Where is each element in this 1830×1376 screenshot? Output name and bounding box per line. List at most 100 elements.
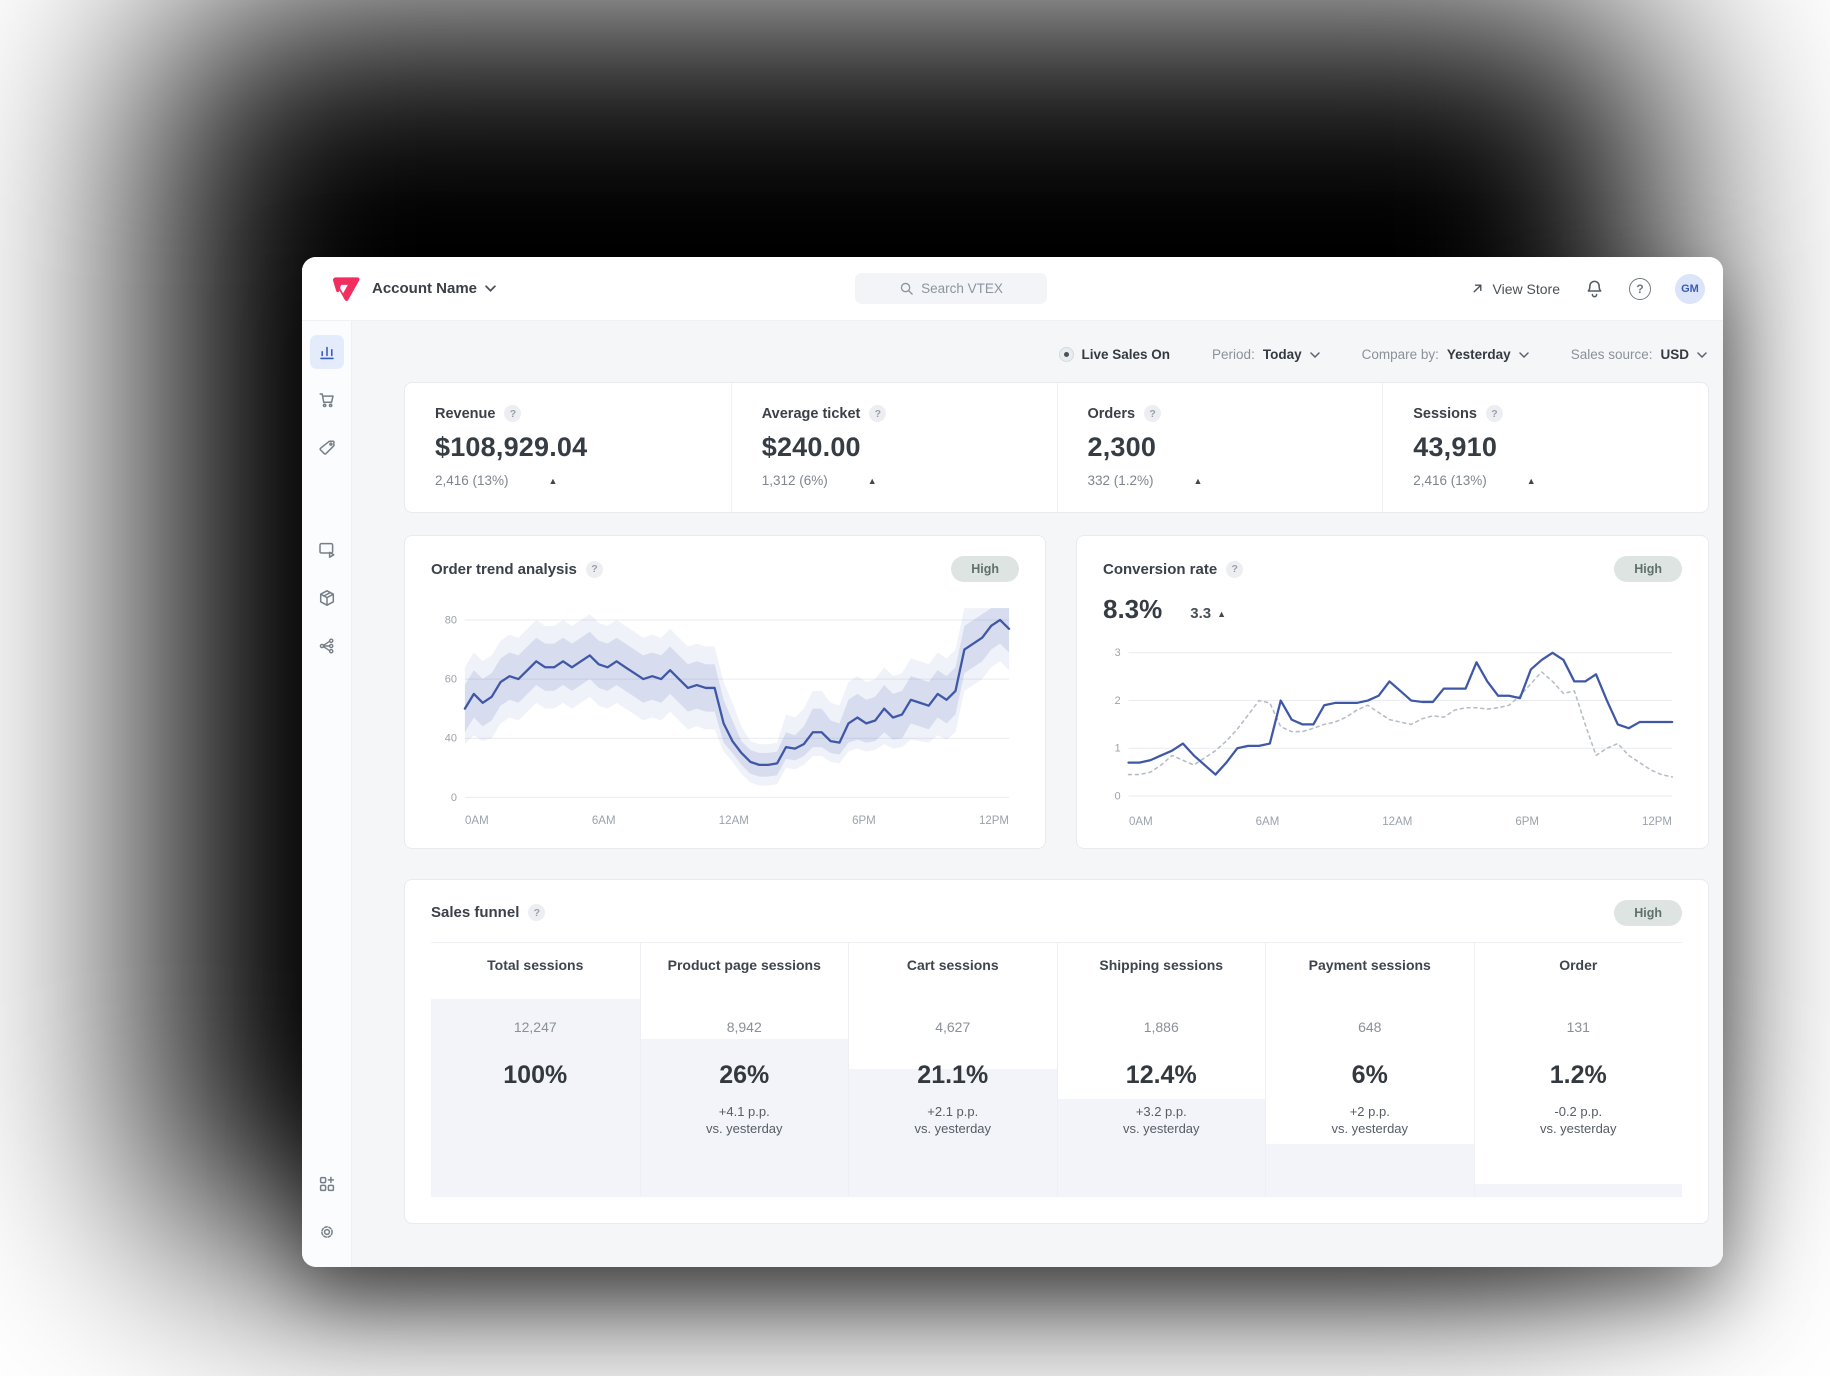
help-icon[interactable]: ? [1144, 405, 1162, 422]
help-icon[interactable]: ? [585, 560, 603, 578]
sidebar-item-integrations[interactable] [310, 629, 344, 663]
funnel-column-label: Order [1559, 956, 1598, 973]
sidebar-item-storefront[interactable] [310, 533, 344, 567]
order-trend-title: Order trend analysis [431, 560, 577, 578]
sales-funnel-card: Sales funnel ? High Total sessions 12,24… [404, 878, 1709, 1224]
dashboard-content: Live Sales On Period: Today Compare by: … [352, 321, 1723, 1267]
x-axis-label: 12PM [1641, 815, 1672, 828]
user-avatar[interactable]: GM [1675, 273, 1705, 304]
sidebar-item-orders[interactable] [310, 383, 344, 417]
kpi-value: 2,300 [1087, 432, 1157, 462]
topbar-actions: View Store ? GM [1470, 273, 1705, 304]
funnel-percent: 12.4% [1125, 1060, 1197, 1089]
up-triangle-icon: ▲ [1526, 475, 1536, 486]
funnel-column-1: Total sessions 12,247 100% [431, 943, 640, 1197]
funnel-column-4: Shipping sessions 1,886 12.4% +3.2 p.p. … [1056, 942, 1265, 1197]
sidebar [302, 321, 352, 1267]
account-switcher[interactable]: Account Name [372, 280, 496, 297]
funnel-column-6: Order 131 1.2% -0.2 p.p. vs. yesterday [1473, 942, 1682, 1197]
kpi-revenue: Revenue? $108,929.04 2,416 (13%) ▲ [405, 383, 731, 512]
funnel-step-shade [431, 998, 640, 1197]
status-badge-high: High [1614, 556, 1682, 582]
kpi-label: Revenue [435, 405, 496, 422]
conversion-delta: 3.3 [1190, 605, 1212, 622]
kpi-delta: 1,312 (6%) [761, 473, 828, 488]
x-axis-label: 12PM [978, 815, 1009, 828]
search-input[interactable]: Search VTEX [855, 273, 1047, 304]
network-icon [319, 638, 333, 654]
sidebar-item-settings[interactable] [310, 1215, 344, 1249]
sidebar-item-analytics[interactable] [309, 335, 344, 369]
funnel-column-zone: 131 1.2% -0.2 p.p. vs. yesterday [1474, 999, 1682, 1197]
funnel-step-shade [1266, 1143, 1474, 1197]
x-axis-label: 0AM [1129, 815, 1153, 828]
status-badge-high: High [951, 556, 1019, 582]
svg-text:1: 1 [1115, 743, 1121, 755]
kpi-delta: 332 (1.2%) [1087, 473, 1154, 488]
sales-source-select[interactable]: Sales source: USD [1571, 347, 1707, 362]
funnel-sessions-count: 131 [1566, 1018, 1590, 1035]
bell-icon [1587, 280, 1602, 298]
funnel-column-label: Shipping sessions [1099, 956, 1224, 973]
funnel-column-zone: 1,886 12.4% +3.2 p.p. vs. yesterday [1057, 999, 1265, 1197]
kpi-value: 43,910 [1413, 432, 1498, 462]
chevron-down-icon [1309, 351, 1320, 358]
help-icon[interactable]: ? [1226, 560, 1244, 578]
svg-text:40: 40 [445, 733, 457, 745]
account-name: Account Name [372, 280, 478, 297]
funnel-column-label: Product page sessions [667, 956, 821, 973]
funnel-sessions-count: 8,942 [726, 1018, 762, 1035]
chevron-down-icon [1697, 351, 1707, 358]
order-trend-plot: 0 40 60 80 [445, 608, 1011, 804]
up-triangle-icon: ▲ [1193, 475, 1203, 486]
up-triangle-icon: ▲ [548, 475, 558, 486]
funnel-title: Sales funnel [431, 904, 520, 922]
notifications-button[interactable] [1584, 278, 1605, 299]
dashboard-toolbar: Live Sales On Period: Today Compare by: … [404, 321, 1709, 382]
kpi-label: Average ticket [761, 405, 861, 422]
help-button[interactable]: ? [1629, 277, 1651, 300]
kpi-label: Sessions [1413, 405, 1477, 422]
funnel-delta: +4.1 p.p. [718, 1103, 770, 1119]
funnel-sessions-count: 1,886 [1143, 1018, 1179, 1035]
source-value: USD [1660, 347, 1689, 362]
help-icon[interactable]: ? [1485, 405, 1503, 422]
x-axis-label: 6PM [1515, 815, 1539, 828]
package-icon [319, 590, 334, 606]
funnel-column-label: Cart sessions [906, 956, 999, 973]
funnel-step-shade [640, 1038, 848, 1197]
vtex-admin-window: Account Name Search VTEX View Store ? [302, 257, 1723, 1267]
funnel-step-shade [1057, 1098, 1265, 1197]
chevron-down-icon [1518, 351, 1529, 358]
live-sales-toggle[interactable]: Live Sales On [1058, 347, 1170, 362]
funnel-column-zone: 12,247 100% [431, 998, 640, 1197]
kpi-label: Orders [1087, 405, 1136, 422]
view-store-link[interactable]: View Store [1470, 281, 1560, 297]
kpi-row: Revenue? $108,929.04 2,416 (13%) ▲ Averag… [404, 382, 1709, 513]
status-badge-high: High [1614, 899, 1682, 926]
sidebar-item-catalog[interactable] [310, 581, 344, 615]
kpi-delta: 2,416 (13%) [1413, 473, 1487, 488]
funnel-delta: -0.2 p.p. [1554, 1103, 1603, 1119]
tag-icon [318, 440, 335, 455]
kpi-sessions: Sessions? 43,910 2,416 (13%) ▲ [1382, 383, 1708, 512]
funnel-percent: 1.2% [1549, 1060, 1607, 1089]
period-select[interactable]: Period: Today [1212, 347, 1320, 362]
compare-by-select[interactable]: Compare by: Yesterday [1362, 347, 1529, 362]
help-icon[interactable]: ? [504, 405, 522, 422]
funnel-column-2: Product page sessions 8,942 26% +4.1 p.p… [639, 942, 848, 1197]
funnel-delta: +2.1 p.p. [927, 1103, 979, 1119]
x-axis-label: 6PM [852, 815, 876, 828]
x-axis-label: 6AM [591, 815, 616, 828]
vtex-logo-icon [332, 276, 360, 301]
x-axis-label: 12AM [1382, 815, 1413, 828]
kpi-orders: Orders? 2,300 332 (1.2%) ▲ [1056, 383, 1383, 512]
arrow-up-right-icon [1473, 284, 1482, 293]
funnel-step-shade [849, 1068, 1057, 1197]
help-icon[interactable]: ? [869, 405, 887, 422]
sidebar-item-promotions[interactable] [310, 431, 344, 465]
help-icon[interactable]: ? [528, 904, 546, 922]
funnel-sessions-count: 4,627 [935, 1018, 971, 1035]
sidebar-item-apps[interactable] [310, 1167, 344, 1201]
